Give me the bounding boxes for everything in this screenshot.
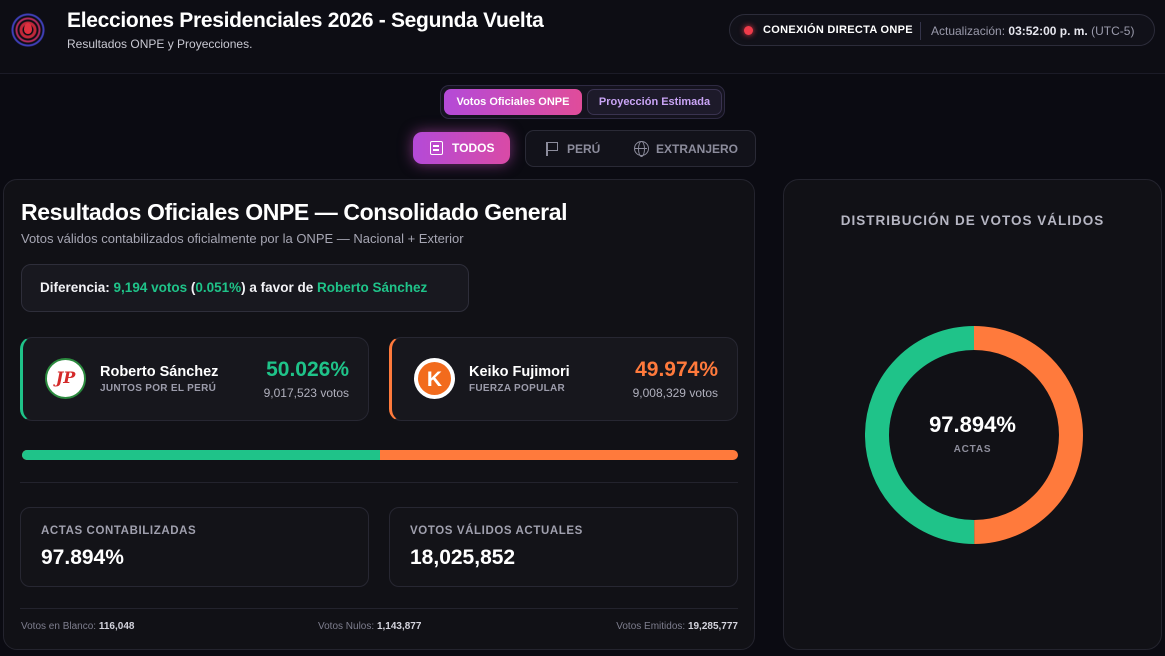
party-logo-text: JP bbox=[55, 368, 76, 387]
official-votes-tab[interactable]: Votos Oficiales ONPE bbox=[444, 89, 582, 115]
filter-all-button[interactable]: TODOS bbox=[413, 132, 510, 164]
vote-distribution-donut bbox=[865, 326, 1083, 544]
page-subtitle: Resultados ONPE y Proyecciones. bbox=[67, 37, 253, 51]
donut-center-value: 97.894% bbox=[929, 412, 1016, 437]
actas-stat: ACTAS CONTABILIZADAS 97.894% bbox=[20, 507, 369, 587]
candidate-card: K Keiko Fujimori FUERZA POPULAR 49.974% … bbox=[389, 337, 738, 421]
onpe-logo bbox=[9, 11, 47, 49]
donut-center-label: ACTAS bbox=[953, 444, 992, 455]
valid-votes-value: 18,025,852 bbox=[410, 546, 516, 569]
divider bbox=[20, 482, 738, 483]
candidate-party: JUNTOS POR EL PERÚ bbox=[100, 383, 217, 394]
update-label: Actualización: bbox=[931, 24, 1006, 38]
difference-pct: 0.051% bbox=[195, 280, 242, 295]
difference-label: Diferencia: bbox=[40, 280, 110, 295]
globe-icon bbox=[634, 141, 649, 157]
blank-label: Votos en Blanco: bbox=[21, 621, 97, 632]
paren-close: ) bbox=[241, 280, 246, 295]
party-logo-icon: K bbox=[414, 358, 455, 399]
update-time: 03:52:00 p. m. bbox=[1008, 24, 1088, 38]
donut-slice-fujimori bbox=[973, 326, 1083, 544]
candidate-name: Roberto Sánchez bbox=[100, 364, 219, 380]
app-header: Elecciones Presidenciales 2026 - Segunda… bbox=[0, 0, 1165, 74]
blank-votes: Votos en Blanco: 116,048 bbox=[21, 621, 134, 632]
donut-slice-sanchez bbox=[865, 326, 975, 544]
candidate-name: Keiko Fujimori bbox=[469, 364, 570, 380]
difference-box: Diferencia: 9,194 votos (0.051%) a favor… bbox=[21, 264, 469, 312]
filter-all-label: TODOS bbox=[452, 141, 495, 155]
valid-votes-stat: VOTOS VÁLIDOS ACTUALES 18,025,852 bbox=[389, 507, 738, 587]
vote-share-bar bbox=[22, 450, 738, 460]
leading-candidate: Roberto Sánchez bbox=[316, 280, 428, 295]
candidate-pct: 49.974% bbox=[635, 358, 718, 381]
null-value: 1,143,877 bbox=[376, 621, 422, 632]
emitted-value: 19,285,777 bbox=[687, 621, 738, 632]
party-logo-icon: JP bbox=[45, 358, 86, 399]
null-label: Votos Nulos: bbox=[318, 621, 375, 632]
filter-abroad-label: EXTRANJERO bbox=[656, 142, 739, 156]
candidate-card: JP Roberto Sánchez JUNTOS POR EL PERÚ 50… bbox=[20, 337, 369, 421]
vote-share-fill bbox=[22, 450, 381, 460]
favor-text: a favor de bbox=[249, 280, 314, 295]
connection-status: CONEXIÓN DIRECTA ONPE Actualización: 03:… bbox=[729, 14, 1155, 46]
candidate-pct: 50.026% bbox=[266, 358, 349, 381]
results-subtitle: Votos válidos contabilizados oficialment… bbox=[21, 231, 464, 246]
divider bbox=[20, 608, 738, 609]
valid-votes-label: VOTOS VÁLIDOS ACTUALES bbox=[410, 525, 583, 537]
difference-votes: 9,194 votos bbox=[113, 280, 188, 295]
distribution-title: DISTRIBUCIÓN DE VOTOS VÁLIDOS bbox=[840, 213, 1105, 228]
results-card: Resultados Oficiales ONPE — Consolidado … bbox=[3, 179, 755, 650]
mode-toggle: Votos Oficiales ONPE Proyección Estimada bbox=[440, 85, 725, 119]
candidate-votes: 9,008,329 votos bbox=[632, 386, 718, 400]
actas-label: ACTAS CONTABILIZADAS bbox=[41, 525, 197, 537]
filter-peru-label: PERÚ bbox=[567, 142, 601, 156]
null-votes: Votos Nulos: 1,143,877 bbox=[318, 621, 421, 632]
live-dot-icon bbox=[744, 26, 753, 35]
candidate-votes: 9,017,523 votos bbox=[263, 386, 349, 400]
paren-open: ( bbox=[190, 280, 196, 295]
emitted-label: Votos Emitidos: bbox=[616, 621, 686, 632]
blank-value: 116,048 bbox=[98, 621, 135, 632]
actas-value: 97.894% bbox=[41, 546, 124, 569]
divider bbox=[920, 22, 921, 40]
connection-label: CONEXIÓN DIRECTA ONPE bbox=[763, 24, 913, 36]
region-filter-group: PERÚ EXTRANJERO bbox=[525, 130, 756, 167]
candidate-party: FUERZA POPULAR bbox=[469, 383, 566, 394]
timezone: (UTC-5) bbox=[1091, 24, 1135, 38]
last-update: Actualización: 03:52:00 p. m. (UTC-5) bbox=[931, 24, 1134, 38]
flag-icon bbox=[546, 142, 558, 156]
list-icon bbox=[430, 141, 443, 155]
page-title: Elecciones Presidenciales 2026 - Segunda… bbox=[67, 9, 544, 32]
projection-tab[interactable]: Proyección Estimada bbox=[587, 89, 722, 115]
distribution-card: DISTRIBUCIÓN DE VOTOS VÁLIDOS 97.894% AC… bbox=[783, 179, 1162, 650]
party-logo-text: K bbox=[426, 368, 443, 391]
emitted-votes: Votos Emitidos: 19,285,777 bbox=[616, 621, 738, 632]
results-title: Resultados Oficiales ONPE — Consolidado … bbox=[21, 199, 568, 225]
